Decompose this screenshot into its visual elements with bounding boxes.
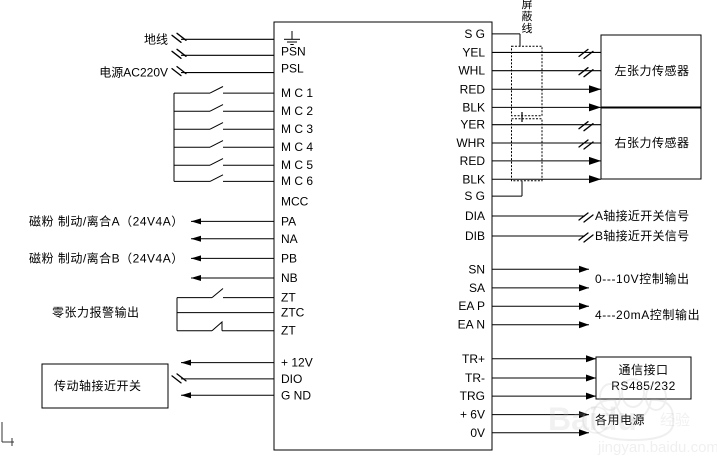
svg-text:WHL: WHL bbox=[458, 64, 485, 78]
svg-text:ZT: ZT bbox=[281, 324, 296, 338]
svg-text:M C 5: M C 5 bbox=[281, 158, 313, 172]
svg-text:Baidu: Baidu bbox=[548, 401, 637, 437]
svg-text:磁粉 制动/离合B（24V4A）: 磁粉 制动/离合B（24V4A） bbox=[29, 250, 184, 265]
svg-text:DIB: DIB bbox=[465, 229, 485, 243]
svg-text:右张力传感器: 右张力传感器 bbox=[614, 135, 689, 150]
svg-text:YEL: YEL bbox=[462, 45, 485, 59]
svg-text:地线: 地线 bbox=[144, 32, 168, 46]
svg-text:4---20mA控制输出: 4---20mA控制输出 bbox=[595, 307, 700, 322]
svg-text:BLK: BLK bbox=[462, 172, 485, 186]
svg-text:0V: 0V bbox=[470, 426, 485, 440]
svg-text:EA P: EA P bbox=[458, 299, 485, 313]
svg-text:+ 6V: + 6V bbox=[460, 408, 485, 422]
svg-text:DIO: DIO bbox=[281, 372, 302, 386]
svg-text:PSN: PSN bbox=[281, 44, 306, 58]
svg-text:传动轴接近开关: 传动轴接近开关 bbox=[54, 378, 142, 393]
svg-text:M C 3: M C 3 bbox=[281, 122, 313, 136]
svg-text:EA N: EA N bbox=[458, 318, 485, 332]
svg-text:jingyan.baidu.com: jingyan.baidu.com bbox=[597, 439, 717, 456]
svg-text:ZT: ZT bbox=[281, 291, 296, 305]
svg-text:线: 线 bbox=[522, 21, 533, 35]
svg-text:M C 4: M C 4 bbox=[281, 140, 313, 154]
svg-text:SA: SA bbox=[469, 281, 485, 295]
svg-text:+ 12V: + 12V bbox=[281, 356, 313, 370]
svg-text:PB: PB bbox=[281, 251, 297, 265]
svg-text:M C 1: M C 1 bbox=[281, 86, 313, 100]
svg-text:DIA: DIA bbox=[465, 209, 485, 223]
svg-text:零张力报警输出: 零张力报警输出 bbox=[52, 305, 140, 320]
svg-text:ZTC: ZTC bbox=[281, 306, 305, 320]
svg-text:左张力传感器: 左张力传感器 bbox=[614, 63, 689, 78]
svg-text:电源AC220V: 电源AC220V bbox=[99, 66, 168, 80]
svg-text:S G: S G bbox=[464, 189, 485, 203]
svg-text:蔽: 蔽 bbox=[522, 10, 533, 23]
svg-text:WHR: WHR bbox=[456, 136, 485, 150]
svg-text:经验: 经验 bbox=[660, 412, 690, 429]
svg-text:TR+: TR+ bbox=[462, 352, 485, 366]
svg-text:通信接口: 通信接口 bbox=[618, 362, 668, 377]
svg-text:BLK: BLK bbox=[462, 100, 485, 114]
svg-text:RED: RED bbox=[460, 82, 486, 96]
svg-text:MCC: MCC bbox=[281, 195, 309, 209]
svg-text:SN: SN bbox=[468, 262, 485, 276]
svg-text:NB: NB bbox=[281, 271, 298, 285]
svg-text:屏: 屏 bbox=[522, 0, 533, 11]
svg-text:0---10V控制输出: 0---10V控制输出 bbox=[595, 271, 690, 286]
svg-text:S G: S G bbox=[464, 27, 485, 41]
svg-text:磁粉 制动/离合A（24V4A）: 磁粉 制动/离合A（24V4A） bbox=[29, 213, 184, 228]
svg-text:G ND: G ND bbox=[281, 388, 311, 402]
svg-text:RED: RED bbox=[460, 154, 486, 168]
svg-text:B轴接近开关信号: B轴接近开关信号 bbox=[595, 228, 689, 243]
svg-text:NA: NA bbox=[281, 232, 298, 246]
svg-text:TRG: TRG bbox=[460, 389, 485, 403]
svg-text:PA: PA bbox=[281, 214, 296, 228]
svg-text:M C 6: M C 6 bbox=[281, 174, 313, 188]
svg-text:A轴接近开关信号: A轴接近开关信号 bbox=[595, 208, 689, 223]
svg-text:PSL: PSL bbox=[281, 62, 304, 76]
svg-text:YER: YER bbox=[460, 118, 485, 132]
svg-text:TR-: TR- bbox=[465, 371, 485, 385]
svg-text:M C 2: M C 2 bbox=[281, 104, 313, 118]
